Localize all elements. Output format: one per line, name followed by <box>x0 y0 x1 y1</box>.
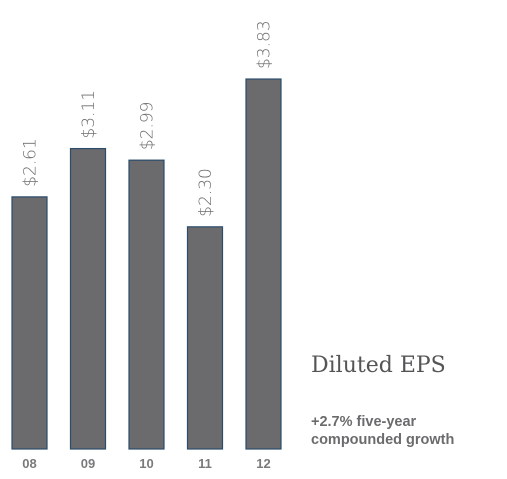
bar-10 <box>128 159 165 450</box>
value-label-08: $2.61 <box>21 138 41 187</box>
bar-12 <box>245 78 282 450</box>
bar-08 <box>11 196 48 450</box>
x-tick-09: 09 <box>81 456 95 471</box>
bar-09 <box>69 147 107 450</box>
x-tick-12: 12 <box>256 456 270 471</box>
value-label-11: $2.30 <box>196 168 216 217</box>
value-label-09: $3.11 <box>79 90 99 139</box>
x-tick-10: 10 <box>139 456 153 471</box>
value-label-10: $2.99 <box>138 101 158 150</box>
bar-11 <box>186 226 224 450</box>
chart-title: Diluted EPS <box>311 353 446 378</box>
chart-subtitle: +2.7% five-year compounded growth <box>311 414 455 448</box>
x-tick-11: 11 <box>198 456 212 471</box>
value-label-12: $3.83 <box>255 20 275 69</box>
x-tick-08: 08 <box>22 456 36 471</box>
